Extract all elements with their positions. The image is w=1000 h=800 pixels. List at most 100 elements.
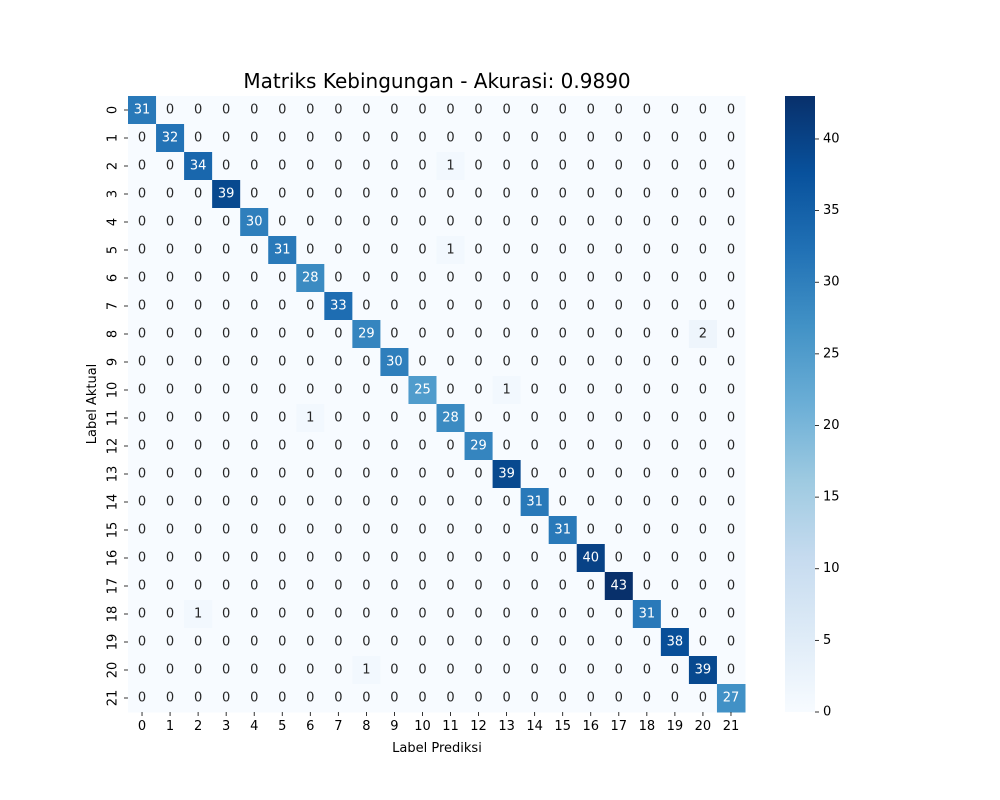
heatmap-cell-r5-c1 xyxy=(156,236,185,265)
heatmap-cell-r13-c8 xyxy=(352,460,381,489)
heatmap-cell-r9-c10 xyxy=(408,348,437,377)
heatmap-cell-r5-c0 xyxy=(128,236,157,265)
x-tick-label-20: 20 xyxy=(695,719,712,734)
heatmap-value-r6-c21: 0 xyxy=(727,271,735,286)
heatmap-value-r12-c2: 0 xyxy=(194,439,202,454)
heatmap-cell-r13-c12 xyxy=(464,460,494,489)
heatmap-cell-r11-c18 xyxy=(632,404,662,433)
heatmap-cell-r7-c15 xyxy=(548,292,578,321)
heatmap-value-r0-c7: 0 xyxy=(334,103,342,118)
heatmap-cell-r8-c20 xyxy=(688,320,718,349)
heatmap-value-r0-c1: 0 xyxy=(166,103,174,118)
heatmap-value-r15-c12: 0 xyxy=(474,523,482,538)
heatmap-cell-r13-c7 xyxy=(324,460,353,489)
heatmap-cell-r7-c14 xyxy=(520,292,550,321)
heatmap-value-r16-c6: 0 xyxy=(306,551,314,566)
heatmap-cell-r8-c7 xyxy=(324,320,353,349)
y-tick-label-18: 18 xyxy=(106,606,121,623)
heatmap-cell-r20-c7 xyxy=(324,656,353,685)
heatmap-value-r14-c12: 0 xyxy=(474,495,482,510)
heatmap-value-r4-c9: 0 xyxy=(390,215,398,230)
heatmap-cell-r0-c19 xyxy=(660,96,690,125)
heatmap-cell-r9-c1 xyxy=(156,348,185,377)
heatmap-cell-r19-c10 xyxy=(408,628,437,657)
heatmap-value-r16-c12: 0 xyxy=(474,551,482,566)
heatmap-cell-r1-c0 xyxy=(128,124,157,153)
heatmap-cell-r5-c16 xyxy=(576,236,606,265)
heatmap-cell-r2-c0 xyxy=(128,152,157,181)
heatmap-cell-r3-c17 xyxy=(604,180,634,209)
heatmap-value-r21-c19: 0 xyxy=(671,691,679,706)
heatmap-value-r21-c3: 0 xyxy=(222,691,230,706)
x-tick-label-14: 14 xyxy=(526,719,543,734)
heatmap-cell-r14-c10 xyxy=(408,488,437,517)
heatmap-cell-r17-c8 xyxy=(352,572,381,601)
heatmap-value-r5-c5: 31 xyxy=(274,243,291,258)
heatmap-value-r18-c9: 0 xyxy=(390,607,398,622)
heatmap-cell-r10-c6 xyxy=(296,376,325,405)
heatmap-cell-r6-c12 xyxy=(464,264,494,293)
heatmap-cell-r2-c14 xyxy=(520,152,550,181)
heatmap-cell-r21-c14 xyxy=(520,684,550,713)
heatmap-value-r21-c5: 0 xyxy=(278,691,286,706)
heatmap-cell-r10-c18 xyxy=(632,376,662,405)
heatmap-cell-r16-c7 xyxy=(324,544,353,573)
heatmap-value-r5-c6: 0 xyxy=(306,243,314,258)
x-tick-label-15: 15 xyxy=(554,719,571,734)
heatmap-value-r13-c18: 0 xyxy=(643,467,651,482)
heatmap-cell-r6-c1 xyxy=(156,264,185,293)
heatmap-cell-r0-c13 xyxy=(492,96,522,125)
heatmap-value-r1-c19: 0 xyxy=(671,131,679,146)
heatmap-value-r17-c15: 0 xyxy=(559,579,567,594)
heatmap-value-r10-c4: 0 xyxy=(250,383,258,398)
heatmap-value-r3-c2: 0 xyxy=(194,187,202,202)
heatmap-value-r11-c8: 0 xyxy=(362,411,370,426)
heatmap-value-r16-c21: 0 xyxy=(727,551,735,566)
heatmap-cell-r13-c2 xyxy=(184,460,213,489)
heatmap-cell-r0-c17 xyxy=(604,96,634,125)
heatmap-value-r3-c4: 0 xyxy=(250,187,258,202)
heatmap-cell-r2-c5 xyxy=(268,152,297,181)
heatmap-cell-r15-c1 xyxy=(156,516,185,545)
heatmap-value-r20-c19: 0 xyxy=(671,663,679,678)
heatmap-value-r18-c0: 0 xyxy=(138,607,146,622)
heatmap-value-r1-c11: 0 xyxy=(446,131,454,146)
heatmap-cell-r8-c21 xyxy=(716,320,746,349)
heatmap-value-r19-c18: 0 xyxy=(643,635,651,650)
heatmap-value-r16-c20: 0 xyxy=(699,551,707,566)
heatmap-cell-r13-c1 xyxy=(156,460,185,489)
heatmap-cell-r16-c20 xyxy=(688,544,718,573)
heatmap-cell-r9-c3 xyxy=(212,348,241,377)
heatmap-value-r1-c17: 0 xyxy=(615,131,623,146)
heatmap-cell-r12-c18 xyxy=(632,432,662,461)
heatmap-cell-r17-c16 xyxy=(576,572,606,601)
heatmap-value-r17-c2: 0 xyxy=(194,579,202,594)
heatmap-value-r5-c10: 0 xyxy=(418,243,426,258)
heatmap-cell-r20-c6 xyxy=(296,656,325,685)
heatmap-value-r13-c5: 0 xyxy=(278,467,286,482)
heatmap-cell-r19-c20 xyxy=(688,628,718,657)
heatmap-value-r21-c10: 0 xyxy=(418,691,426,706)
heatmap-cell-r11-c5 xyxy=(268,404,297,433)
heatmap-value-r18-c10: 0 xyxy=(418,607,426,622)
heatmap-cell-r18-c1 xyxy=(156,600,185,629)
heatmap-value-r6-c14: 0 xyxy=(531,271,539,286)
heatmap-cell-r12-c10 xyxy=(408,432,437,461)
heatmap-cell-r9-c13 xyxy=(492,348,522,377)
heatmap-cell-r3-c12 xyxy=(464,180,494,209)
heatmap-value-r2-c14: 0 xyxy=(531,159,539,174)
heatmap-cell-r9-c17 xyxy=(604,348,634,377)
heatmap-value-r4-c1: 0 xyxy=(166,215,174,230)
heatmap-value-r11-c15: 0 xyxy=(559,411,567,426)
heatmap-value-r3-c7: 0 xyxy=(334,187,342,202)
heatmap-cell-r12-c11 xyxy=(436,432,466,461)
heatmap-cell-r13-c15 xyxy=(548,460,578,489)
y-tick-label-14: 14 xyxy=(106,494,121,511)
colorbar-tick-label-0: 0 xyxy=(823,705,831,720)
heatmap-cell-r4-c12 xyxy=(464,208,494,237)
heatmap-value-r11-c13: 0 xyxy=(502,411,510,426)
heatmap-value-r2-c8: 0 xyxy=(362,159,370,174)
heatmap-cell-r3-c21 xyxy=(716,180,746,209)
heatmap-cell-r10-c15 xyxy=(548,376,578,405)
heatmap-cell-r1-c21 xyxy=(716,124,746,153)
